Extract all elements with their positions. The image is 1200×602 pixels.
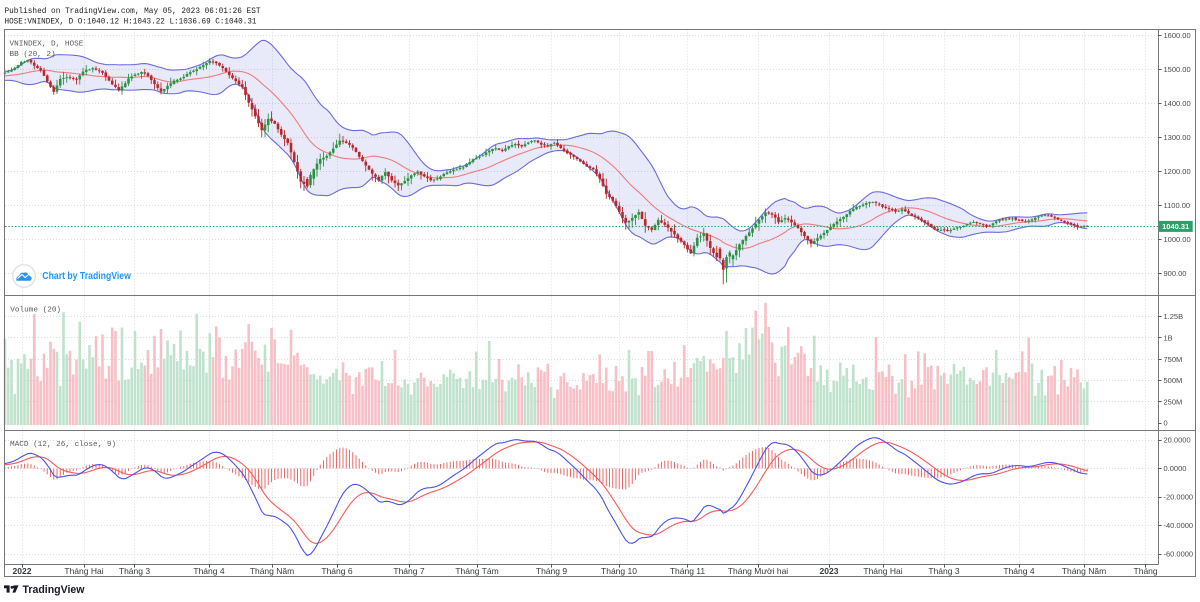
svg-text:1300.00: 1300.00 <box>1164 133 1191 142</box>
svg-text:900.00: 900.00 <box>1164 269 1187 278</box>
svg-text:-60.0000: -60.0000 <box>1164 550 1194 559</box>
svg-text:Published on TradingView.com,: Published on TradingView.com, May 05, 20… <box>5 6 261 16</box>
svg-text:Tháng 11: Tháng 11 <box>670 566 706 576</box>
svg-text:-20.0000: -20.0000 <box>1164 493 1194 502</box>
svg-text:1B: 1B <box>1164 334 1173 343</box>
svg-text:Tháng Mười hai: Tháng Mười hai <box>728 566 789 576</box>
svg-text:Volume (20): Volume (20) <box>10 307 61 315</box>
svg-text:Tháng 7: Tháng 7 <box>393 566 424 576</box>
svg-text:750M: 750M <box>1164 355 1183 364</box>
svg-text:HOSE:VNINDEX, D O:1040.12 H:10: HOSE:VNINDEX, D O:1040.12 H:1043.22 L:10… <box>5 17 257 26</box>
svg-text:-40.0000: -40.0000 <box>1164 521 1194 530</box>
svg-text:Tháng Hai: Tháng Hai <box>64 566 103 576</box>
svg-text:Tháng 9: Tháng 9 <box>536 566 567 576</box>
svg-text:0.0000: 0.0000 <box>1164 464 1187 473</box>
svg-text:0: 0 <box>1164 419 1168 428</box>
svg-text:1400.00: 1400.00 <box>1164 99 1191 108</box>
svg-text:Tháng 10: Tháng 10 <box>601 566 637 576</box>
svg-text:250M: 250M <box>1164 397 1183 406</box>
svg-text:MACD (12, 26, close, 9): MACD (12, 26, close, 9) <box>10 441 116 449</box>
svg-text:1000.00: 1000.00 <box>1164 235 1191 244</box>
svg-text:1040.31: 1040.31 <box>1162 222 1189 231</box>
svg-text:20.0000: 20.0000 <box>1164 436 1191 445</box>
svg-text:BB (20, 2): BB (20, 2) <box>10 51 56 59</box>
svg-text:VNINDEX, D, HOSE: VNINDEX, D, HOSE <box>10 41 84 49</box>
svg-text:Chart by TradingView: Chart by TradingView <box>42 271 131 282</box>
svg-text:Tháng 3: Tháng 3 <box>119 566 150 576</box>
svg-text:1200.00: 1200.00 <box>1164 167 1191 176</box>
svg-text:Tháng 4: Tháng 4 <box>1003 566 1034 576</box>
svg-text:Tháng Tám: Tháng Tám <box>455 566 498 576</box>
svg-text:Tháng Năm: Tháng Năm <box>1062 566 1106 576</box>
svg-text:1500.00: 1500.00 <box>1164 65 1191 74</box>
svg-text:1600.00: 1600.00 <box>1164 31 1191 40</box>
svg-text:500M: 500M <box>1164 376 1183 385</box>
svg-text:Tháng: Tháng <box>1134 566 1158 576</box>
svg-text:2023: 2023 <box>820 566 839 576</box>
svg-text:TradingView: TradingView <box>23 584 85 596</box>
svg-text:2022: 2022 <box>13 566 32 576</box>
svg-text:Tháng 4: Tháng 4 <box>193 566 224 576</box>
svg-text:Tháng Năm: Tháng Năm <box>250 566 294 576</box>
svg-text:Tháng Hai: Tháng Hai <box>863 566 902 576</box>
svg-text:Tháng 6: Tháng 6 <box>321 566 352 576</box>
svg-text:1100.00: 1100.00 <box>1164 201 1191 210</box>
svg-text:Tháng 3: Tháng 3 <box>928 566 959 576</box>
svg-text:1.25B: 1.25B <box>1164 312 1184 321</box>
